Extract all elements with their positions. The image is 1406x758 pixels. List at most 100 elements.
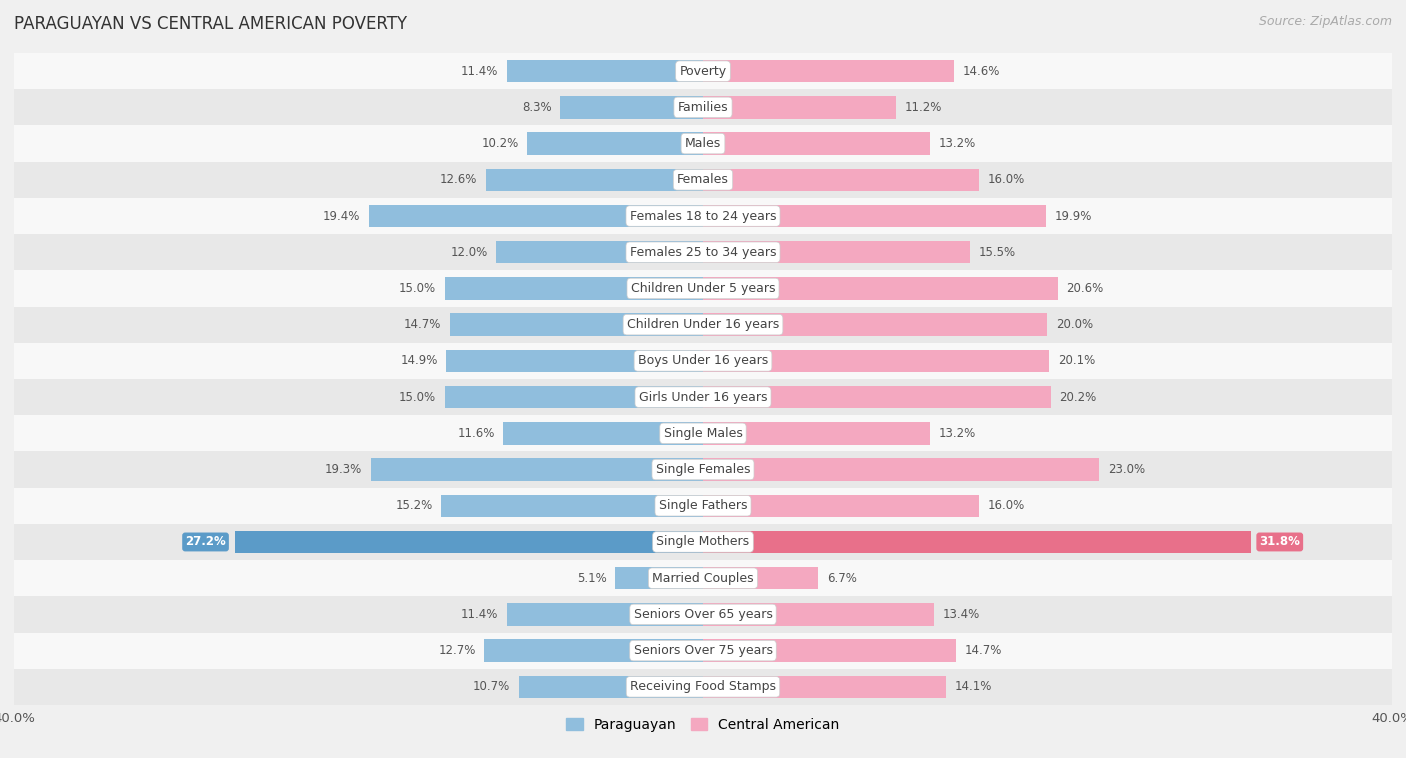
Text: 13.2%: 13.2% [939, 427, 976, 440]
Bar [444, 277, 703, 299]
Text: 19.9%: 19.9% [1054, 209, 1091, 223]
Bar [703, 96, 896, 118]
Bar [703, 531, 1251, 553]
Text: Poverty: Poverty [679, 64, 727, 77]
Text: 20.2%: 20.2% [1060, 390, 1097, 403]
Bar [14, 234, 1392, 271]
Bar [703, 133, 931, 155]
Text: Married Couples: Married Couples [652, 572, 754, 584]
Text: 19.4%: 19.4% [323, 209, 360, 223]
Bar [14, 632, 1392, 669]
Text: 20.0%: 20.0% [1056, 318, 1094, 331]
Text: Children Under 5 years: Children Under 5 years [631, 282, 775, 295]
Text: Seniors Over 75 years: Seniors Over 75 years [634, 644, 772, 657]
Bar [703, 349, 1049, 372]
Bar [703, 567, 818, 590]
Bar [14, 524, 1392, 560]
Text: 14.7%: 14.7% [965, 644, 1002, 657]
Bar [703, 386, 1050, 409]
Text: 31.8%: 31.8% [1260, 535, 1301, 549]
Bar [484, 640, 703, 662]
Bar [14, 379, 1392, 415]
Text: 15.0%: 15.0% [399, 282, 436, 295]
Legend: Paraguayan, Central American: Paraguayan, Central American [561, 712, 845, 737]
Text: 14.1%: 14.1% [955, 681, 991, 694]
Bar [703, 640, 956, 662]
Text: Males: Males [685, 137, 721, 150]
Bar [368, 205, 703, 227]
Bar [450, 314, 703, 336]
Bar [14, 89, 1392, 126]
Text: 15.2%: 15.2% [395, 500, 433, 512]
Bar [235, 531, 703, 553]
Bar [14, 560, 1392, 597]
Text: 14.7%: 14.7% [404, 318, 441, 331]
Bar [703, 459, 1099, 481]
Bar [703, 603, 934, 625]
Text: Families: Families [678, 101, 728, 114]
Text: 27.2%: 27.2% [186, 535, 226, 549]
Text: 5.1%: 5.1% [576, 572, 606, 584]
Text: Receiving Food Stamps: Receiving Food Stamps [630, 681, 776, 694]
Bar [14, 452, 1392, 487]
Text: 14.6%: 14.6% [963, 64, 1001, 77]
Text: PARAGUAYAN VS CENTRAL AMERICAN POVERTY: PARAGUAYAN VS CENTRAL AMERICAN POVERTY [14, 15, 408, 33]
Bar [703, 314, 1047, 336]
Text: 13.4%: 13.4% [942, 608, 980, 621]
Bar [519, 675, 703, 698]
Bar [506, 60, 703, 83]
Bar [703, 168, 979, 191]
Text: 8.3%: 8.3% [522, 101, 551, 114]
Text: Single Mothers: Single Mothers [657, 535, 749, 549]
Bar [446, 349, 703, 372]
Bar [14, 161, 1392, 198]
Bar [444, 386, 703, 409]
Bar [703, 675, 946, 698]
Text: Females 25 to 34 years: Females 25 to 34 years [630, 246, 776, 258]
Bar [616, 567, 703, 590]
Text: 16.0%: 16.0% [987, 500, 1025, 512]
Text: 14.9%: 14.9% [401, 355, 437, 368]
Bar [703, 277, 1057, 299]
Bar [14, 306, 1392, 343]
Text: Single Males: Single Males [664, 427, 742, 440]
Text: 23.0%: 23.0% [1108, 463, 1144, 476]
Text: Single Females: Single Females [655, 463, 751, 476]
Bar [14, 53, 1392, 89]
Bar [14, 487, 1392, 524]
Bar [14, 343, 1392, 379]
Bar [496, 241, 703, 264]
Bar [14, 597, 1392, 632]
Text: 11.4%: 11.4% [461, 608, 498, 621]
Text: Girls Under 16 years: Girls Under 16 years [638, 390, 768, 403]
Text: Single Fathers: Single Fathers [659, 500, 747, 512]
Bar [503, 422, 703, 444]
Text: 19.3%: 19.3% [325, 463, 361, 476]
Bar [703, 422, 931, 444]
Text: 20.1%: 20.1% [1057, 355, 1095, 368]
Text: Females 18 to 24 years: Females 18 to 24 years [630, 209, 776, 223]
Bar [703, 205, 1046, 227]
Bar [703, 60, 955, 83]
Bar [703, 494, 979, 517]
Text: 15.5%: 15.5% [979, 246, 1015, 258]
Text: Children Under 16 years: Children Under 16 years [627, 318, 779, 331]
Text: 10.7%: 10.7% [472, 681, 510, 694]
Text: 20.6%: 20.6% [1066, 282, 1104, 295]
Text: Seniors Over 65 years: Seniors Over 65 years [634, 608, 772, 621]
Text: Females: Females [678, 174, 728, 186]
Bar [506, 603, 703, 625]
Text: 15.0%: 15.0% [399, 390, 436, 403]
Text: 16.0%: 16.0% [987, 174, 1025, 186]
Text: 11.2%: 11.2% [904, 101, 942, 114]
Bar [441, 494, 703, 517]
Bar [703, 241, 970, 264]
Bar [486, 168, 703, 191]
Bar [14, 198, 1392, 234]
Text: 10.2%: 10.2% [481, 137, 519, 150]
Bar [527, 133, 703, 155]
Text: 11.6%: 11.6% [457, 427, 495, 440]
Bar [14, 271, 1392, 306]
Text: 12.7%: 12.7% [439, 644, 475, 657]
Text: 12.0%: 12.0% [450, 246, 488, 258]
